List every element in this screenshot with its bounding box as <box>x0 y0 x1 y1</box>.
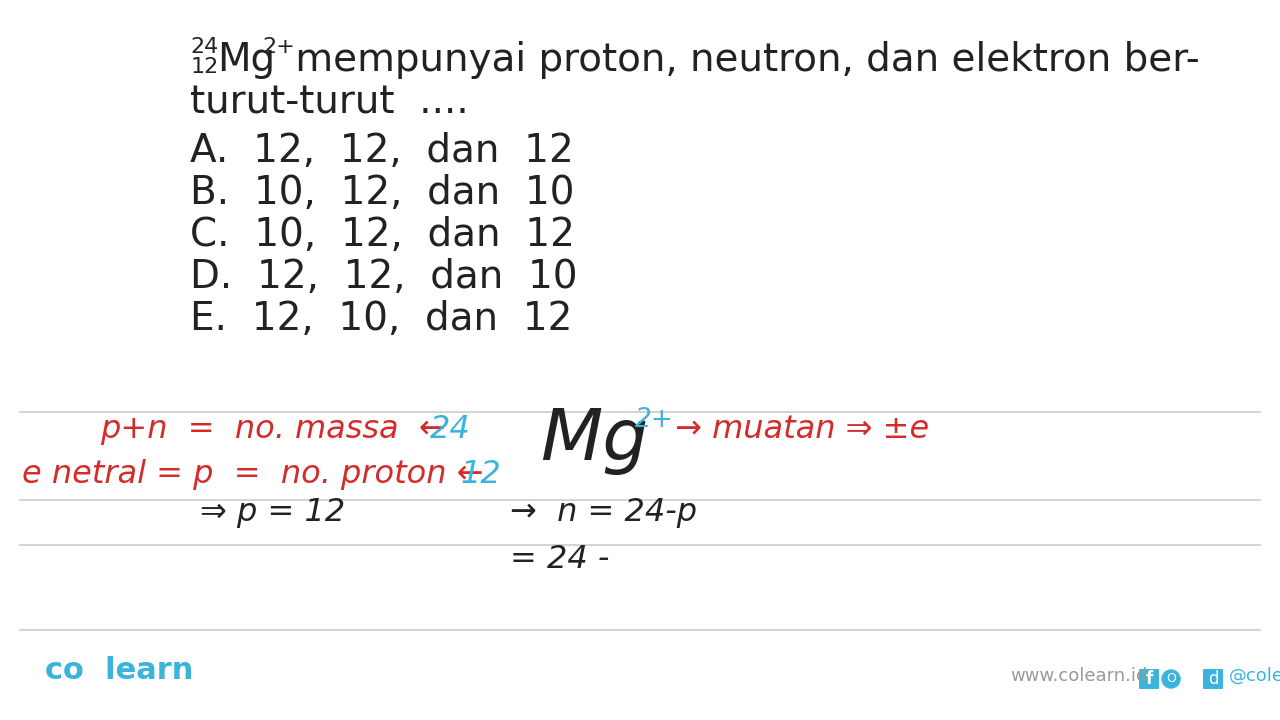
Text: Mg: Mg <box>218 41 275 79</box>
Text: www.colearn.id: www.colearn.id <box>1010 667 1147 685</box>
Text: E.  12,  10,  dan  12: E. 12, 10, dan 12 <box>189 300 572 338</box>
Text: ⇒ p = 12: ⇒ p = 12 <box>200 497 346 528</box>
FancyBboxPatch shape <box>1203 669 1222 689</box>
Text: C.  10,  12,  dan  12: C. 10, 12, dan 12 <box>189 216 575 254</box>
Text: 2+: 2+ <box>262 37 294 57</box>
Text: Mg: Mg <box>540 406 648 475</box>
Text: 12: 12 <box>191 57 219 77</box>
FancyBboxPatch shape <box>1139 669 1158 689</box>
Text: turut-turut  ....: turut-turut .... <box>189 83 468 121</box>
Circle shape <box>1162 670 1180 688</box>
Text: mempunyai proton, neutron, dan elektron ber-: mempunyai proton, neutron, dan elektron … <box>283 41 1199 79</box>
Text: e netral = p  =  no. proton ←: e netral = p = no. proton ← <box>22 459 494 490</box>
Text: 24: 24 <box>430 414 471 445</box>
Text: f: f <box>1146 670 1152 688</box>
Text: p+n  =  no. massa  ←: p+n = no. massa ← <box>100 414 456 445</box>
Text: d: d <box>1208 670 1219 688</box>
Text: @colearn.id: @colearn.id <box>1229 667 1280 685</box>
Text: O: O <box>1166 672 1176 685</box>
Text: →  n = 24-p: → n = 24-p <box>509 497 698 528</box>
Text: B.  10,  12,  dan  10: B. 10, 12, dan 10 <box>189 174 575 212</box>
Text: → muatan ⇒ ±e: → muatan ⇒ ±e <box>666 414 929 445</box>
Text: 24: 24 <box>189 37 219 57</box>
Text: A.  12,  12,  dan  12: A. 12, 12, dan 12 <box>189 132 573 170</box>
Text: co  learn: co learn <box>45 656 193 685</box>
Text: 2+: 2+ <box>635 407 673 433</box>
Text: D.  12,  12,  dan  10: D. 12, 12, dan 10 <box>189 258 577 296</box>
Text: = 24 -: = 24 - <box>509 544 609 575</box>
Text: 12: 12 <box>460 459 500 490</box>
